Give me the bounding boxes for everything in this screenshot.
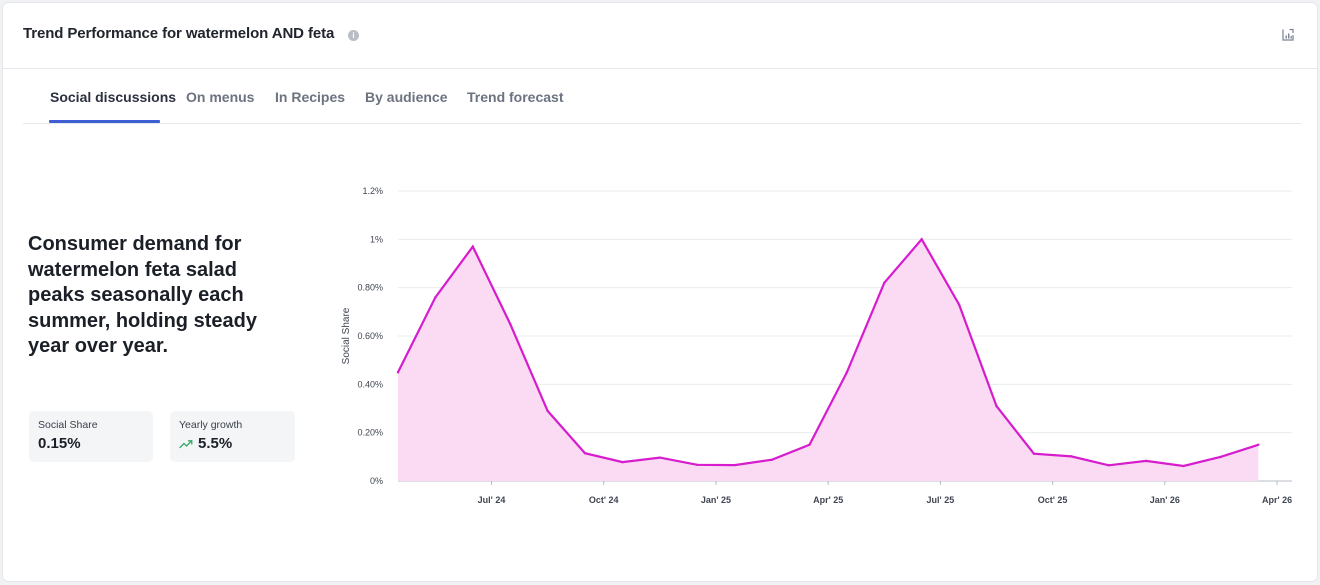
y-axis-title: Social Share	[341, 307, 352, 364]
tab-on-menus[interactable]: On menus	[186, 89, 255, 105]
data-point[interactable]	[1107, 464, 1110, 467]
y-tick-label: 1%	[370, 234, 383, 244]
tab-by-audience[interactable]: By audience	[365, 89, 448, 105]
trend-up-icon	[179, 440, 193, 449]
data-point[interactable]	[920, 238, 923, 241]
data-point[interactable]	[658, 456, 662, 459]
active-tab-indicator	[49, 120, 160, 123]
x-tick-label: Oct' 25	[1038, 495, 1068, 505]
tab-bar: Social discussions On menus In Recipes B…	[23, 73, 1301, 124]
data-point[interactable]	[583, 452, 587, 455]
yearly-growth-label: Yearly growth	[179, 419, 243, 431]
yearly-growth-stat: Yearly growth 5.5%	[170, 411, 295, 462]
social-share-chart: 0% 0.20% 0.40% 0.60% 0.80% 1% 1.2% Social Share…	[341, 186, 1292, 505]
social-share-label: Social Share	[38, 419, 98, 431]
data-point[interactable]	[1257, 443, 1260, 446]
tab-in-recipes[interactable]: In Recipes	[275, 89, 346, 105]
data-point[interactable]	[509, 322, 512, 326]
y-tick-label: 0%	[370, 476, 383, 486]
x-tick-label: Jul' 25	[927, 495, 955, 505]
x-tick-label: Apr' 25	[813, 495, 843, 505]
info-icon[interactable]: i	[348, 30, 359, 41]
data-point[interactable]	[1219, 455, 1223, 459]
card-title: Trend Performance for watermelon AND fet…	[23, 25, 335, 42]
x-tick-label: Jan' 25	[701, 495, 731, 505]
data-point[interactable]	[1070, 455, 1073, 458]
chart-area-layer	[396, 237, 1260, 481]
data-point[interactable]	[733, 463, 736, 467]
y-tick-label: 0.80%	[357, 283, 383, 293]
data-point[interactable]	[808, 443, 811, 446]
data-point[interactable]	[696, 463, 699, 467]
social-share-value: 0.15%	[38, 435, 81, 452]
social-share-stat: Social Share 0.15%	[29, 411, 153, 462]
data-point[interactable]	[621, 460, 624, 464]
tab-social-discussions[interactable]: Social discussions	[50, 89, 177, 105]
data-point[interactable]	[1182, 464, 1185, 468]
data-point[interactable]	[957, 303, 961, 306]
series-line	[397, 237, 1259, 468]
export-chart-icon[interactable]	[1280, 27, 1296, 43]
data-point[interactable]	[546, 409, 549, 413]
x-tick-label: Jan' 26	[1150, 495, 1180, 505]
tab-trend-forecast[interactable]: Trend forecast	[467, 89, 564, 105]
x-tick-label: Oct' 24	[589, 495, 619, 505]
y-axis: 0% 0.20% 0.40% 0.60% 0.80% 1% 1.2% Social Share	[341, 186, 383, 486]
data-point[interactable]	[883, 281, 886, 285]
data-point[interactable]	[396, 371, 400, 374]
data-point[interactable]	[1032, 452, 1036, 455]
x-tick-label: Apr' 26	[1262, 495, 1292, 505]
y-tick-label: 1.2%	[362, 186, 383, 196]
y-tick-label: 0.20%	[357, 428, 383, 438]
card-header: Trend Performance for watermelon AND fet…	[3, 3, 1317, 69]
series-area-fill	[398, 239, 1259, 481]
x-tick-label: Jul' 24	[478, 495, 506, 505]
y-tick-label: 0.60%	[357, 331, 383, 341]
data-point[interactable]	[845, 371, 849, 374]
data-point[interactable]	[1144, 459, 1148, 463]
data-point[interactable]	[434, 296, 437, 299]
yearly-growth-value: 5.5%	[198, 435, 233, 452]
data-point[interactable]	[995, 404, 998, 408]
y-tick-label: 0.40%	[357, 379, 383, 389]
data-point[interactable]	[770, 458, 774, 461]
x-axis: Jul' 24 Oct' 24 Jan' 25 Apr' 25 Jul' 25 Oct' …	[478, 481, 1292, 505]
data-point[interactable]	[471, 245, 475, 248]
insight-headline: Consumer demand for watermelon feta sala…	[28, 233, 257, 357]
